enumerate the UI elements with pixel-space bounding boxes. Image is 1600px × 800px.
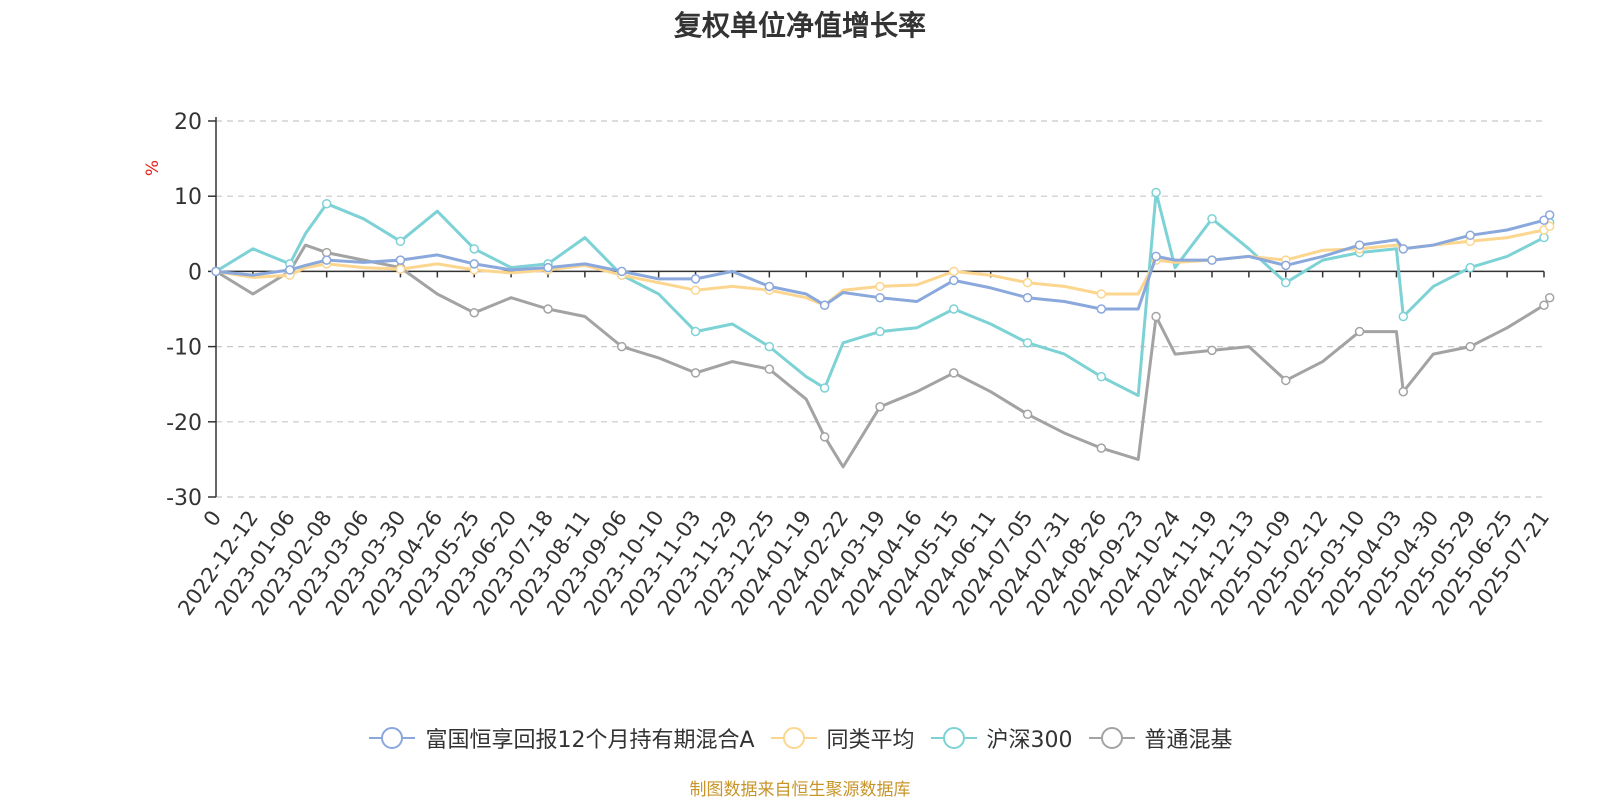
series-point-3 xyxy=(1151,311,1161,322)
series-point-0 xyxy=(1544,210,1555,220)
series-point-3 xyxy=(949,368,959,378)
series-point-3 xyxy=(1544,292,1555,303)
series-point-2 xyxy=(1281,277,1291,288)
y-tick-label: 0 xyxy=(188,260,202,285)
legend-label: 富国恒享回报12个月持有期混合A xyxy=(425,728,755,753)
series-point-1 xyxy=(1544,221,1555,232)
series-point-1 xyxy=(395,264,406,274)
series-point-2 xyxy=(395,236,406,247)
legend-item-3[interactable]: 普通混基 xyxy=(1087,722,1233,754)
series-point-3 xyxy=(617,341,627,352)
legend-item-1[interactable]: 同类平均 xyxy=(769,722,915,754)
series-point-2 xyxy=(1207,214,1217,224)
series-point-0 xyxy=(285,265,295,275)
series-point-1 xyxy=(690,285,701,295)
legend-line-marker-icon xyxy=(770,727,817,749)
source-note: 制图数据来自恒生聚源数据库 xyxy=(689,780,911,800)
series-point-3 xyxy=(1281,375,1291,386)
series-point-0 xyxy=(469,259,479,269)
series-point-0 xyxy=(690,274,701,284)
series-point-2 xyxy=(764,341,775,352)
series-point-0 xyxy=(1281,260,1291,271)
series-point-0 xyxy=(321,255,332,265)
series-point-3 xyxy=(469,308,479,318)
series-point-3 xyxy=(1398,386,1409,397)
series-point-1 xyxy=(875,281,885,292)
chart-title: 复权单位净值增长率 xyxy=(673,9,926,42)
series-point-0 xyxy=(1096,304,1107,314)
y-tick-label: 20 xyxy=(174,110,202,135)
series-point-1 xyxy=(949,266,959,277)
series-point-2 xyxy=(321,198,332,209)
series-point-3 xyxy=(1096,443,1107,453)
series-point-1 xyxy=(1096,289,1107,299)
series-point-3 xyxy=(1465,341,1475,352)
series-point-0 xyxy=(1465,230,1475,241)
series-point-3 xyxy=(690,368,701,378)
series-point-2 xyxy=(1022,338,1033,348)
series-point-2 xyxy=(469,244,479,254)
series-point-3 xyxy=(1022,409,1033,420)
series-point-0 xyxy=(543,262,553,273)
legend-label: 同类平均 xyxy=(826,728,915,753)
series-point-2 xyxy=(949,304,959,314)
y-tick-label: 10 xyxy=(174,185,202,210)
legend-line-marker-icon xyxy=(369,727,416,749)
y-axis-unit: % xyxy=(143,160,163,176)
legend-item-0[interactable]: 富国恒享回报12个月持有期混合A xyxy=(367,722,755,754)
series-point-0 xyxy=(819,300,830,310)
y-tick-label: -20 xyxy=(166,411,202,436)
series-point-0 xyxy=(764,281,775,292)
series-point-2 xyxy=(1096,371,1107,382)
series-point-2 xyxy=(1465,262,1475,273)
legend-line-marker-icon xyxy=(1088,727,1135,749)
series-point-0 xyxy=(1398,244,1409,254)
legend-item-2[interactable]: 沪深300 xyxy=(929,722,1073,754)
series-point-0 xyxy=(949,275,959,286)
legend-line-marker-icon xyxy=(930,727,977,749)
y-tick-label: -10 xyxy=(166,336,202,361)
series-point-3 xyxy=(875,402,885,412)
series-point-0 xyxy=(1207,255,1217,265)
series-point-0 xyxy=(617,266,627,277)
series-point-2 xyxy=(875,326,885,337)
series-point-3 xyxy=(819,432,830,442)
series-point-3 xyxy=(764,364,775,374)
series-line-1 xyxy=(215,225,1551,307)
series-point-0 xyxy=(1354,240,1365,250)
series-point-0 xyxy=(395,255,406,265)
series-point-2 xyxy=(1151,187,1161,198)
x-tick-label: 0 xyxy=(199,506,226,531)
series-point-3 xyxy=(1539,300,1549,310)
series-line-3 xyxy=(215,243,1551,469)
series-line-0 xyxy=(215,213,1551,311)
series-point-2 xyxy=(690,326,701,337)
series-point-0 xyxy=(1151,251,1161,262)
legend: 富国恒享回报12个月持有期混合A 同类平均 沪深300 普通混基 xyxy=(0,722,1600,754)
series-point-0 xyxy=(1539,215,1549,226)
series-point-3 xyxy=(1207,345,1217,356)
series-point-0 xyxy=(875,292,885,303)
series-point-2 xyxy=(819,383,830,393)
series-point-3 xyxy=(543,304,553,314)
series-point-3 xyxy=(1354,326,1365,337)
y-tick-label: -30 xyxy=(166,486,202,511)
series-point-1 xyxy=(1022,277,1033,288)
series-point-0 xyxy=(211,266,221,277)
series-point-0 xyxy=(1022,292,1033,303)
legend-label: 沪深300 xyxy=(986,728,1073,753)
series-point-2 xyxy=(1398,311,1409,322)
legend-label: 普通混基 xyxy=(1144,728,1233,753)
series-line-2 xyxy=(215,190,1552,397)
